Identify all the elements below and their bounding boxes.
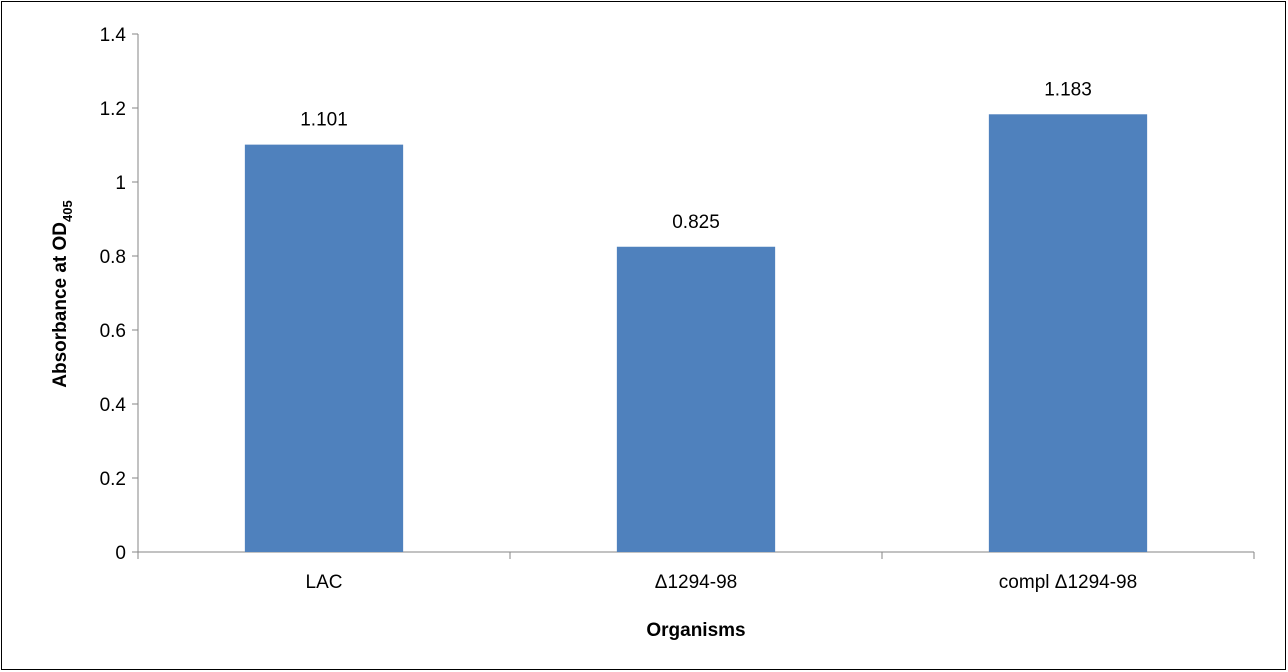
y-axis: 0 0.2 0.4 0.6 0.8 1 1.2 1.4 xyxy=(100,25,139,564)
y-axis-title-main: Absorbance at OD xyxy=(50,222,71,388)
y-tick-label: 1.2 xyxy=(100,99,126,120)
bar xyxy=(244,144,404,552)
bars xyxy=(244,114,1148,552)
x-tick-label: LAC xyxy=(306,572,343,593)
data-labels: 1.101 0.825 1.183 xyxy=(300,79,1092,232)
x-tick-label: compl Δ1294-98 xyxy=(999,572,1137,593)
y-tick-label: 0.8 xyxy=(100,247,126,268)
y-axis-title: Absorbance at OD405 xyxy=(50,200,75,387)
bar xyxy=(616,246,776,552)
y-axis-title-subscript: 405 xyxy=(60,200,75,222)
data-label: 1.101 xyxy=(300,110,348,131)
y-tick-label: 0.6 xyxy=(100,321,126,342)
data-label: 0.825 xyxy=(672,212,720,233)
bar xyxy=(988,114,1148,552)
x-axis: LAC Δ1294-98 compl Δ1294-98 xyxy=(137,551,1255,593)
y-tick-label: 0.2 xyxy=(100,469,126,490)
data-label: 1.183 xyxy=(1044,79,1092,100)
x-axis-title: Organisms xyxy=(646,620,745,641)
y-tick-label: 1 xyxy=(115,173,126,194)
y-tick-label: 0.4 xyxy=(100,395,127,416)
x-tick-label: Δ1294-98 xyxy=(655,572,737,593)
y-tick-label: 1.4 xyxy=(100,25,127,46)
y-tick-label: 0 xyxy=(115,543,126,564)
